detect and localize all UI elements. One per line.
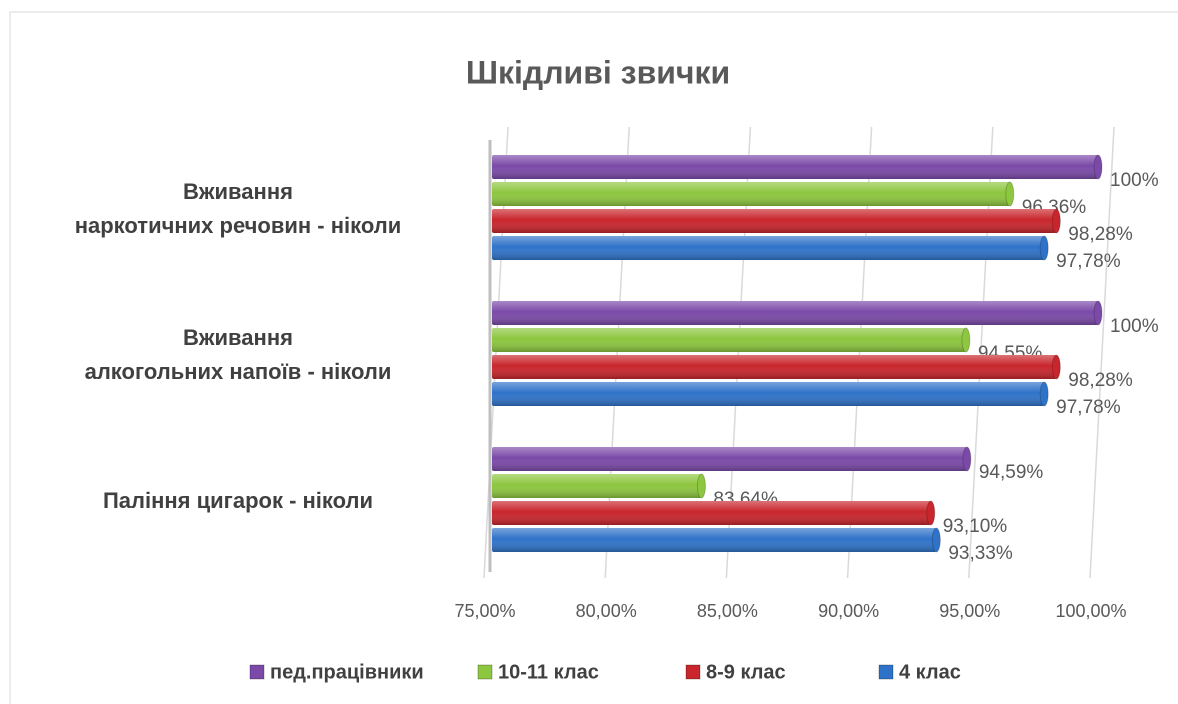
bar-shade bbox=[492, 236, 1045, 260]
bar-end bbox=[1039, 381, 1049, 407]
value-label: 93,10% bbox=[943, 516, 1008, 537]
x-tick-label: 75,00% bbox=[454, 601, 515, 621]
chart-border bbox=[9, 11, 1178, 704]
bar-shade bbox=[492, 355, 1057, 379]
legend-swatch bbox=[685, 664, 701, 680]
legend-label: 10-11 клас bbox=[498, 661, 599, 683]
bar-shade bbox=[492, 209, 1057, 233]
bar bbox=[492, 181, 1015, 207]
bar bbox=[492, 300, 1103, 326]
chart-title: Шкідливі звички bbox=[466, 54, 730, 90]
legend-swatch bbox=[878, 664, 894, 680]
bar-end bbox=[1093, 300, 1103, 326]
value-label: 97,78% bbox=[1056, 397, 1121, 418]
bar-shade bbox=[492, 474, 702, 498]
bar-end bbox=[931, 527, 941, 553]
bar bbox=[492, 381, 1049, 407]
legend-swatch bbox=[477, 664, 493, 680]
bar-end bbox=[1093, 154, 1103, 180]
legend-label: пед.працівники bbox=[270, 661, 424, 683]
bar-shade bbox=[492, 301, 1098, 325]
bar bbox=[492, 208, 1061, 234]
x-tick-label: 95,00% bbox=[939, 601, 1000, 621]
bar-shade bbox=[492, 501, 931, 525]
x-tick-label: 100,00% bbox=[1055, 601, 1126, 621]
bar-end bbox=[961, 327, 971, 353]
bar bbox=[492, 500, 936, 526]
grid-line bbox=[1089, 126, 1115, 579]
value-label: 100% bbox=[1110, 316, 1159, 337]
bar bbox=[492, 354, 1061, 380]
value-label: 93,33% bbox=[948, 543, 1013, 564]
bar-end bbox=[1051, 208, 1061, 234]
bar-shade bbox=[492, 447, 967, 471]
x-tick-label: 90,00% bbox=[818, 601, 879, 621]
x-tick-label: 85,00% bbox=[697, 601, 758, 621]
bar-end bbox=[696, 473, 706, 499]
bar-end bbox=[1039, 235, 1049, 261]
bar bbox=[492, 527, 941, 553]
value-label: 94,59% bbox=[979, 462, 1044, 483]
bar-shade bbox=[492, 328, 966, 352]
category-label: Вживання наркотичних речовин - ніколи bbox=[74, 179, 402, 238]
legend-swatch bbox=[249, 664, 265, 680]
legend-label: 8-9 клас bbox=[706, 661, 786, 683]
bar bbox=[492, 473, 706, 499]
bar bbox=[492, 327, 971, 353]
category-label: Вживання алкогольних напоїв - ніколи bbox=[84, 325, 392, 384]
bar-shade bbox=[492, 182, 1010, 206]
legend-label: 4 клас bbox=[899, 661, 961, 683]
bar-end bbox=[1051, 354, 1061, 380]
value-label: 97,78% bbox=[1056, 251, 1121, 272]
category-label: Паління цигарок - ніколи bbox=[102, 488, 374, 513]
bar-shade bbox=[492, 528, 937, 552]
bar bbox=[492, 235, 1049, 261]
bar-end bbox=[962, 446, 972, 472]
value-label: 98,28% bbox=[1068, 224, 1133, 245]
bar-shade bbox=[492, 155, 1098, 179]
bar-end bbox=[1005, 181, 1015, 207]
bar bbox=[492, 154, 1103, 180]
bar bbox=[492, 446, 972, 472]
value-label: 98,28% bbox=[1068, 370, 1133, 391]
bar-shade bbox=[492, 382, 1045, 406]
bar-end bbox=[926, 500, 936, 526]
value-label: 100% bbox=[1110, 170, 1159, 191]
x-tick-label: 80,00% bbox=[576, 601, 637, 621]
